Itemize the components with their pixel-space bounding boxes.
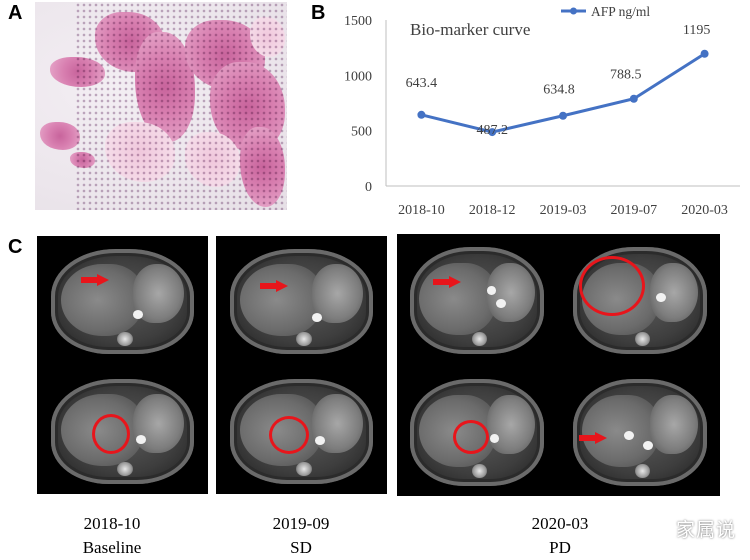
data-labels: 643.4 487.2 634.8 788.5 1195 (406, 23, 711, 138)
mri-scan-baseline-top (37, 236, 208, 364)
caption-baseline-date: 2018-10 (83, 514, 141, 533)
caption-baseline-label: Baseline (82, 538, 142, 557)
x-tick-label: 2019-03 (540, 203, 587, 218)
x-tick-label: 2019-07 (610, 203, 657, 218)
data-point (629, 94, 638, 103)
data-label: 643.4 (406, 76, 438, 91)
data-label: 634.8 (543, 83, 575, 98)
x-tick-label: 2020-03 (681, 203, 728, 218)
mri-block-baseline (37, 236, 208, 494)
mri-block-sd (216, 236, 387, 494)
caption-pd: 2020-03 PD (485, 512, 635, 560)
afp-line-chart: 0 500 1000 1500 2018-10 2018-12 2019-03 2019-0… (344, 4, 740, 218)
caption-baseline: 2018-10 Baseline (37, 512, 187, 560)
chart-axes (385, 20, 740, 187)
lesion-circle-pd-bottom (453, 420, 489, 454)
panel-label-c: C (8, 236, 23, 258)
panel-label-a: A (8, 2, 23, 24)
mri-scan-baseline-bottom (37, 366, 208, 494)
mri-scan-pd-bottom-right (560, 366, 720, 496)
y-tick-label: 1500 (344, 14, 372, 29)
data-point (417, 110, 426, 119)
legend-marker (570, 7, 577, 15)
x-tick-label: 2018-12 (469, 203, 516, 218)
lesion-arrow-baseline (81, 274, 109, 286)
lesion-arrow-pd-top (433, 276, 461, 288)
series-points (417, 49, 709, 137)
mri-scan-pd-top-left (397, 234, 557, 364)
y-tick-labels: 0 500 1000 1500 (344, 14, 372, 195)
caption-sd-label: SD (290, 538, 312, 557)
data-label: 1195 (683, 23, 710, 38)
mri-scan-sd-top (216, 236, 387, 364)
lesion-arrow-sd (260, 280, 288, 292)
data-point (559, 111, 567, 120)
legend-label: AFP ng/ml (591, 4, 650, 19)
caption-sd: 2019-09 SD (226, 512, 376, 560)
x-tick-labels: 2018-10 2018-12 2019-03 2019-07 2020-03 (398, 203, 728, 218)
chart-title: Bio-marker curve (410, 20, 530, 39)
data-label: 788.5 (610, 68, 642, 83)
histology-image (35, 2, 287, 210)
panel-label-b: B (311, 2, 326, 24)
lesion-circle-baseline (92, 414, 130, 454)
mri-block-pd (397, 234, 720, 496)
data-label: 487.2 (476, 123, 508, 138)
lesion-circle-sd (269, 416, 309, 454)
x-tick-label: 2018-10 (398, 203, 445, 218)
watermark-text: 家属说 (675, 519, 736, 541)
y-tick-label: 1000 (344, 69, 372, 84)
lesion-circle-pd-top (579, 256, 645, 316)
legend: AFP ng/ml (561, 4, 650, 19)
caption-sd-date: 2019-09 (272, 514, 330, 533)
lesion-arrow-pd-bottom (579, 432, 607, 444)
data-point (488, 128, 497, 137)
caption-pd-label: PD (549, 538, 571, 557)
y-tick-label: 0 (365, 180, 372, 195)
y-tick-label: 500 (351, 125, 372, 140)
data-point (700, 49, 709, 58)
caption-pd-date: 2020-03 (531, 514, 589, 533)
